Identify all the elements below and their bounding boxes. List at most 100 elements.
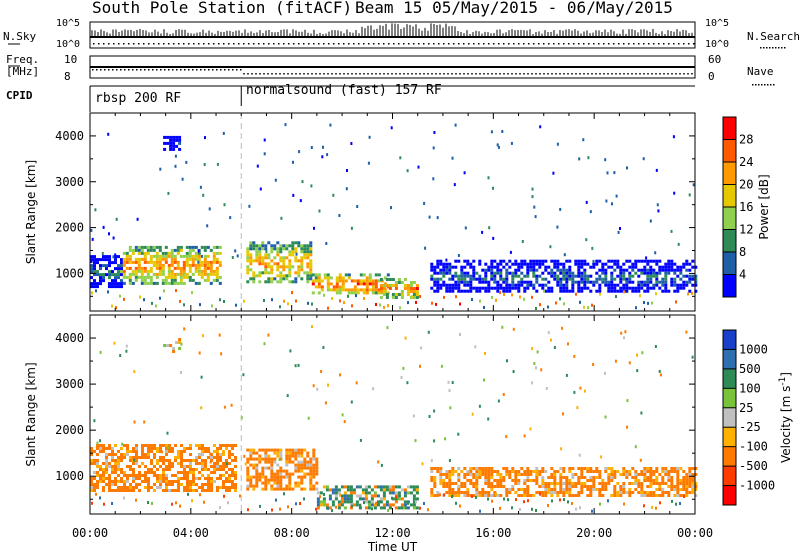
isolated-pixel (316, 387, 319, 391)
data-pixel (676, 283, 680, 287)
data-pixel (297, 475, 301, 479)
data-pixel (622, 473, 626, 476)
colorbar-tick-label: 20 (739, 178, 753, 192)
data-pixel (637, 473, 641, 476)
colorbar-swatch (723, 252, 736, 275)
isolated-pixel (199, 185, 202, 189)
data-pixel (120, 282, 123, 286)
data-pixel (131, 281, 135, 285)
data-pixel (108, 483, 111, 486)
data-pixel (445, 283, 449, 287)
isolated-pixel (367, 161, 370, 165)
data-pixel (442, 265, 446, 269)
data-pixel (526, 473, 530, 476)
data-pixel (215, 269, 219, 273)
data-pixel (511, 488, 515, 491)
data-pixel (222, 444, 225, 447)
data-pixel (216, 489, 219, 492)
nsearch-dot (393, 43, 395, 45)
data-pixel (338, 276, 342, 280)
data-pixel (676, 485, 680, 488)
data-pixel (478, 274, 482, 278)
ground-scatter-pixel (371, 507, 373, 511)
data-pixel (457, 259, 461, 263)
nsearch-dot (508, 43, 510, 45)
data-pixel (553, 473, 557, 476)
ground-scatter-pixel (199, 493, 201, 497)
nave-dot (407, 73, 409, 75)
data-pixel (334, 491, 338, 495)
data-pixel (526, 488, 530, 491)
data-pixel (99, 450, 102, 453)
isolated-pixel (451, 156, 454, 160)
data-pixel (134, 248, 138, 252)
data-pixel (201, 489, 204, 492)
data-pixel (691, 488, 695, 491)
isolated-pixel (433, 439, 436, 443)
data-pixel (141, 453, 144, 456)
data-pixel (177, 489, 180, 492)
data-pixel (493, 280, 497, 284)
isolated-pixel (101, 252, 104, 255)
data-pixel (246, 472, 250, 476)
data-pixel (676, 286, 680, 290)
data-pixel (343, 500, 347, 504)
data-pixel (475, 467, 479, 470)
ground-scatter-pixel (351, 504, 353, 508)
nsearch-dot (193, 43, 195, 45)
isolated-pixel (547, 331, 550, 335)
data-pixel (270, 469, 274, 473)
isolated-pixel (501, 130, 504, 133)
data-pixel (598, 268, 602, 272)
data-pixel (661, 268, 665, 272)
data-pixel (317, 279, 321, 283)
data-pixel (367, 485, 371, 489)
isolated-pixel (91, 237, 94, 241)
data-pixel (658, 494, 662, 497)
nsearch-dot (528, 43, 530, 45)
data-pixel (137, 257, 141, 261)
data-pixel (670, 262, 674, 266)
nsky-panel-frame (89, 21, 696, 49)
data-pixel (96, 480, 99, 483)
data-pixel (147, 453, 150, 456)
data-pixel (169, 135, 173, 139)
data-pixel (682, 476, 686, 479)
ground-scatter-pixel (179, 504, 181, 508)
data-pixel (496, 283, 500, 287)
data-pixel (167, 251, 171, 255)
data-pixel (433, 277, 437, 281)
nave-dot (683, 73, 685, 75)
data-pixel (532, 479, 536, 482)
data-pixel (297, 268, 301, 272)
data-pixel (454, 494, 458, 497)
data-pixel (255, 451, 259, 455)
data-pixel (122, 269, 126, 273)
data-pixel (529, 479, 533, 482)
data-pixel (385, 296, 389, 299)
data-pixel (631, 289, 635, 293)
data-pixel (523, 473, 527, 476)
data-pixel (526, 283, 530, 287)
data-pixel (643, 494, 647, 497)
data-pixel (108, 276, 111, 280)
ground-scatter-pixel (471, 298, 473, 301)
ground-scatter-pixel (675, 300, 677, 304)
data-pixel (493, 265, 497, 269)
data-pixel (445, 470, 449, 473)
data-pixel (303, 244, 307, 248)
data-pixel (532, 262, 536, 266)
data-pixel (643, 259, 647, 263)
isolated-pixel (559, 207, 562, 211)
isolated-pixel (657, 209, 660, 213)
data-pixel (294, 481, 298, 485)
isolated-pixel (229, 216, 232, 220)
data-pixel (541, 271, 545, 275)
data-pixel (355, 494, 359, 498)
data-pixel (688, 491, 692, 494)
data-pixel (622, 485, 626, 488)
isolated-pixel (658, 369, 661, 373)
isolated-pixel (240, 416, 243, 420)
data-pixel (517, 265, 521, 269)
data-pixel (276, 481, 280, 485)
